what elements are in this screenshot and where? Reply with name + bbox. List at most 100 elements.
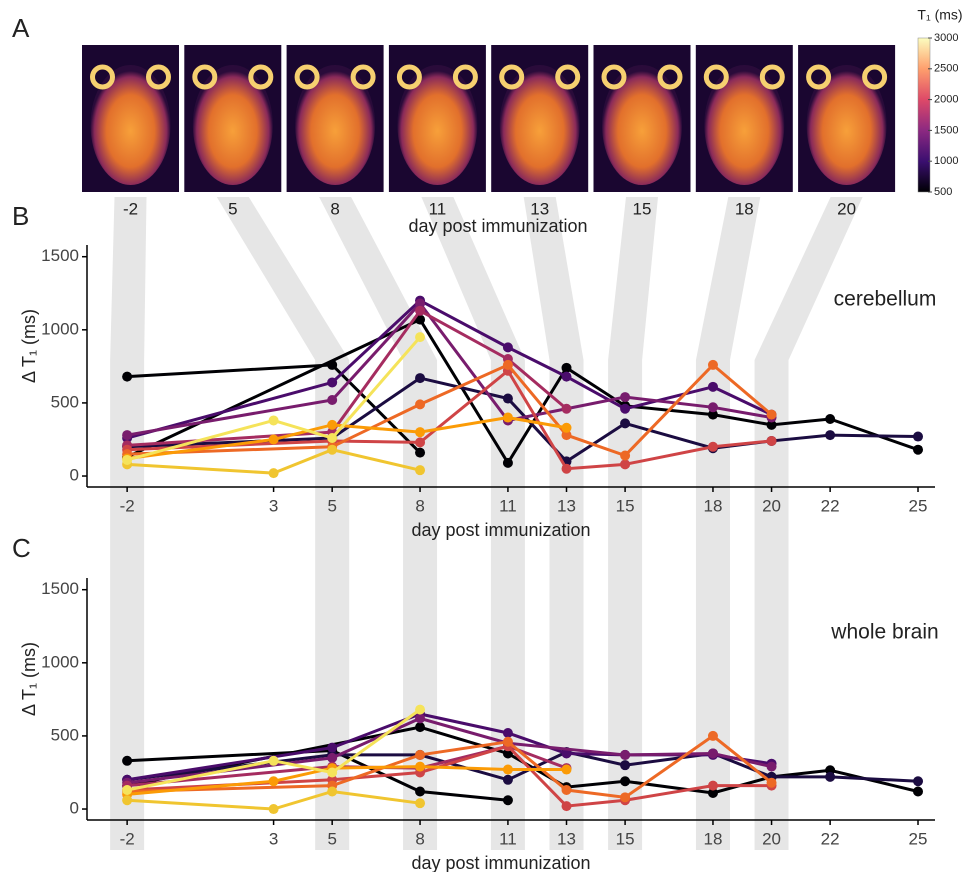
eye [806,64,832,90]
data-point [415,465,426,476]
image-day-label: 5 [228,199,237,218]
series-line [127,744,772,808]
panel-label: C [12,533,31,563]
series-line [126,336,422,462]
x-tick-label: 13 [557,496,576,515]
image-day-label: 13 [530,199,549,218]
data-point [766,761,777,772]
data-point [502,342,513,353]
data-point [268,434,279,445]
eye [90,64,115,90]
image-day-label: 8 [330,199,339,218]
data-point [415,427,426,438]
x-tick-label: 15 [616,496,635,515]
x-tick-label: 8 [415,829,424,848]
x-tick-label: 15 [616,829,635,848]
data-point [561,371,572,382]
data-point [561,748,572,759]
data-point [502,736,513,747]
image-day-label: -2 [123,199,138,218]
data-point [502,795,513,806]
data-point [620,792,631,803]
data-point [561,801,572,812]
eye [248,64,274,90]
image-day-label: 20 [837,199,856,218]
y-tick-label: 0 [70,466,79,485]
data-point [122,430,133,441]
eye [294,64,320,90]
data-point [122,454,133,465]
data-point [122,795,133,806]
data-point [502,412,513,423]
band [695,197,761,850]
colorbar-tick-label: 1500 [934,124,958,136]
x-tick-label: 18 [704,496,723,515]
y-axis-label: Δ T₁ (ms) [19,642,39,716]
data-point [415,314,426,325]
data-point [825,430,836,441]
data-point [415,798,426,809]
data-point [268,415,279,426]
data-point [502,764,513,775]
series-line [126,765,567,796]
data-point [327,742,338,753]
data-point [415,722,426,733]
annotation: cerebellum [834,288,937,311]
x-tick-label: 8 [415,496,424,515]
series-line [127,448,421,475]
colorbar-tick-label: 2000 [934,94,958,106]
eye [601,64,627,90]
eye [192,64,218,90]
data-point [561,422,572,433]
band [110,197,147,850]
data-point [502,748,513,759]
data-point [415,373,426,384]
data-point [327,786,338,797]
series-line [126,416,567,460]
data-point [707,787,718,798]
data-point [415,786,426,797]
eye [396,64,422,90]
x-tick-label: 3 [269,829,278,848]
data-point [913,444,924,455]
series-line [126,708,421,792]
data-point [707,748,718,759]
x-tick-label: 18 [704,829,723,848]
eye [703,64,729,90]
data-point [415,332,426,343]
colorbar [917,37,931,193]
data-point [502,727,513,738]
x-tick-label: 3 [269,496,278,515]
x-tick-label: -2 [120,496,135,515]
data-point [620,749,631,760]
data-point [766,777,777,788]
data-point [415,749,426,760]
y-tick-label: 500 [51,725,79,744]
panel-label: A [12,13,30,43]
brain [806,65,887,185]
data-point [561,403,572,414]
data-point [620,450,631,461]
data-point [268,804,279,815]
y-tick-label: 1000 [41,652,79,671]
data-point [122,785,133,796]
data-point [913,786,924,797]
eye [452,64,478,90]
x-tick-label: 25 [909,829,928,848]
data-point [707,780,718,791]
data-point [327,444,338,455]
image-day-label: 15 [633,199,652,218]
x-tick-label: 20 [762,829,781,848]
data-point [415,437,426,448]
data-point [620,760,631,771]
brain [192,65,273,185]
colorbar-tick-label: 500 [934,186,952,198]
band [523,197,584,850]
series-line [127,376,919,464]
data-point [415,447,426,458]
x-axis-label: day post immunization [411,853,590,872]
brain [499,65,580,185]
data-point [327,394,338,405]
x-axis-label: day post immunization [411,520,590,540]
